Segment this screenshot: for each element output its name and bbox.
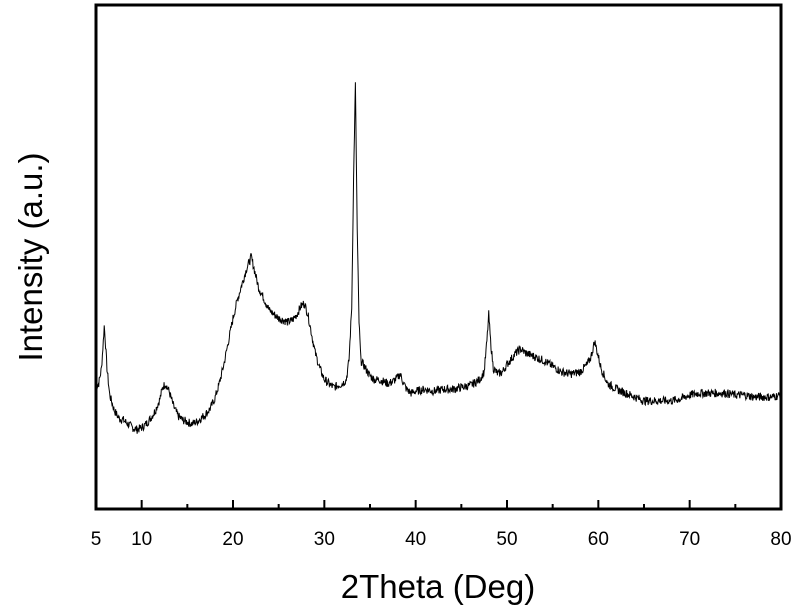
x-tick-label: 10 [131, 529, 152, 550]
y-axis-title: Intensity (a.u.) [12, 152, 49, 361]
x-tick-label: 60 [588, 529, 609, 550]
x-axis-title: 2Theta (Deg) [341, 568, 535, 605]
x-axis: 5 10 20 30 40 50 60 70 80 [91, 500, 792, 550]
x-tick-label: 50 [496, 529, 517, 550]
x-tick-label: 70 [679, 529, 700, 550]
x-tick-label: 30 [314, 529, 335, 550]
x-tick-label: 40 [405, 529, 426, 550]
x-tick-label: 20 [222, 529, 243, 550]
x-tick-label: 80 [770, 529, 791, 550]
series-line [96, 82, 781, 434]
x-tick-label: 5 [91, 529, 102, 550]
plot-frame [94, 3, 783, 511]
